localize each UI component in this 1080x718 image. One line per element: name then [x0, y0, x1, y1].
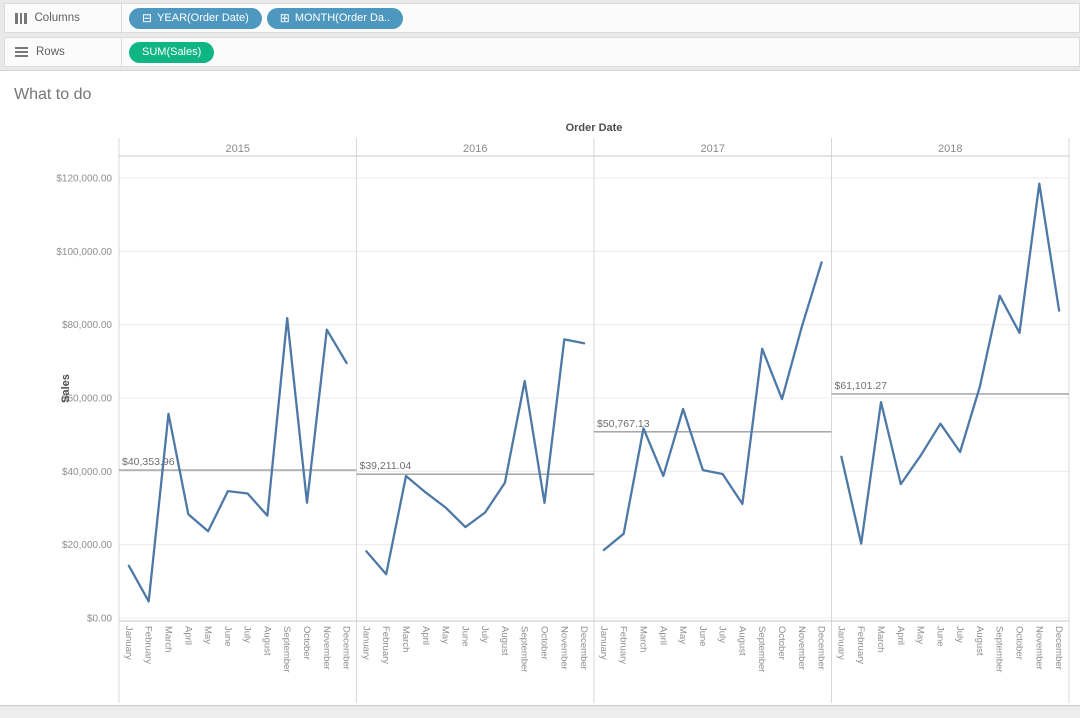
- month-label-may[interactable]: May: [915, 626, 926, 644]
- worksheet: [0, 70, 1080, 706]
- pill-label: MONTH(Order Da..: [294, 12, 391, 24]
- month-label-june[interactable]: June: [222, 626, 233, 647]
- month-label-october[interactable]: October: [776, 626, 787, 660]
- month-label-december[interactable]: December: [578, 626, 589, 670]
- month-label-april[interactable]: April: [895, 626, 906, 645]
- year-header-2015[interactable]: 2015: [226, 143, 250, 155]
- month-label-march[interactable]: March: [400, 626, 411, 652]
- month-label-july[interactable]: July: [954, 626, 965, 643]
- month-label-december[interactable]: December: [1053, 626, 1064, 670]
- sales-line-2018[interactable]: [840, 182, 1061, 545]
- sales-line-2015[interactable]: [127, 316, 348, 603]
- month-label-may[interactable]: May: [677, 626, 688, 644]
- month-label-july[interactable]: July: [717, 626, 728, 643]
- month-label-february[interactable]: February: [855, 626, 866, 664]
- pill-label: SUM(Sales): [142, 46, 202, 58]
- month-label-march[interactable]: March: [162, 626, 173, 652]
- month-label-june[interactable]: June: [934, 626, 945, 647]
- columns-shelf-label-cell: Columns: [5, 4, 122, 32]
- pill-month-order-date[interactable]: ⊞ MONTH(Order Da..: [266, 7, 404, 29]
- month-label-march[interactable]: March: [875, 626, 886, 652]
- avg-reference-label-2017: $50,767.13: [597, 418, 650, 430]
- month-label-september[interactable]: September: [756, 626, 767, 672]
- month-label-april[interactable]: April: [420, 626, 431, 645]
- status-bar-strip: [0, 707, 1080, 718]
- month-label-july[interactable]: July: [479, 626, 490, 643]
- month-label-february[interactable]: February: [143, 626, 154, 664]
- month-label-may[interactable]: May: [440, 626, 451, 644]
- month-label-august[interactable]: August: [974, 626, 985, 656]
- y-tick-label: $60,000.00: [62, 393, 112, 404]
- month-label-june[interactable]: June: [459, 626, 470, 647]
- column-field-header: Order Date: [566, 122, 623, 134]
- month-label-june[interactable]: June: [697, 626, 708, 647]
- month-label-november[interactable]: November: [796, 626, 807, 670]
- y-tick-label: $0.00: [87, 614, 112, 625]
- columns-shelf-label: Columns: [34, 12, 80, 24]
- month-label-september[interactable]: September: [281, 626, 292, 672]
- month-label-november[interactable]: November: [558, 626, 569, 670]
- rows-icon: [15, 47, 28, 57]
- month-label-august[interactable]: August: [499, 626, 510, 656]
- month-label-december[interactable]: December: [816, 626, 827, 670]
- sheet-title: What to do: [14, 86, 92, 103]
- month-label-october[interactable]: October: [301, 626, 312, 660]
- collapse-icon[interactable]: ⊟: [142, 11, 153, 25]
- rows-pill-tray: SUM(Sales): [122, 41, 215, 63]
- month-label-september[interactable]: September: [994, 626, 1005, 672]
- y-axis-title: Sales: [60, 374, 72, 403]
- month-label-october[interactable]: October: [539, 626, 550, 660]
- month-label-march[interactable]: March: [637, 626, 648, 652]
- year-header-2017[interactable]: 2017: [701, 143, 725, 155]
- month-label-april[interactable]: April: [657, 626, 668, 645]
- year-header-2016[interactable]: 2016: [463, 143, 487, 155]
- columns-shelf[interactable]: Columns ⊟ YEAR(Order Date) ⊞ MONTH(Order…: [4, 3, 1080, 33]
- columns-icon: [15, 12, 27, 24]
- year-header-2018[interactable]: 2018: [938, 143, 962, 155]
- expand-icon[interactable]: ⊞: [279, 11, 290, 25]
- avg-reference-label-2016: $39,211.04: [360, 460, 412, 472]
- month-label-january[interactable]: January: [360, 626, 371, 660]
- rows-shelf[interactable]: Rows SUM(Sales): [4, 37, 1080, 67]
- month-label-april[interactable]: April: [182, 626, 193, 645]
- pill-label: YEAR(Order Date): [157, 12, 249, 24]
- y-tick-label: $80,000.00: [62, 320, 112, 331]
- month-label-february[interactable]: February: [380, 626, 391, 664]
- month-label-january[interactable]: January: [123, 626, 134, 660]
- avg-reference-label-2018: $61,101.27: [835, 380, 888, 392]
- y-tick-label: $40,000.00: [62, 467, 112, 478]
- sales-line-2017[interactable]: [602, 261, 823, 552]
- month-label-august[interactable]: August: [261, 626, 272, 656]
- month-label-january[interactable]: January: [835, 626, 846, 660]
- month-label-may[interactable]: May: [202, 626, 213, 644]
- month-label-october[interactable]: October: [1014, 626, 1025, 660]
- month-label-january[interactable]: January: [598, 626, 609, 660]
- y-tick-label: $120,000.00: [56, 173, 112, 184]
- columns-pill-tray: ⊟ YEAR(Order Date) ⊞ MONTH(Order Da..: [122, 7, 404, 29]
- month-label-december[interactable]: December: [341, 626, 352, 670]
- y-tick-label: $100,000.00: [56, 247, 112, 258]
- month-label-november[interactable]: November: [1033, 626, 1044, 670]
- month-label-august[interactable]: August: [736, 626, 747, 656]
- month-label-september[interactable]: September: [519, 626, 530, 672]
- avg-reference-label-2015: $40,353.96: [122, 456, 175, 468]
- rows-shelf-label-cell: Rows: [5, 38, 122, 66]
- rows-shelf-label: Rows: [36, 46, 65, 58]
- sales-line-2016[interactable]: [365, 338, 586, 576]
- sales-line-chart[interactable]: Order Date 2015 2016 2017 2018 $0.00 $20,000.0…: [0, 112, 1080, 706]
- month-label-july[interactable]: July: [242, 626, 253, 643]
- y-tick-label: $20,000.00: [62, 540, 112, 551]
- pill-year-order-date[interactable]: ⊟ YEAR(Order Date): [129, 7, 262, 29]
- month-label-november[interactable]: November: [321, 626, 332, 670]
- pill-sum-sales[interactable]: SUM(Sales): [129, 41, 215, 63]
- month-label-february[interactable]: February: [618, 626, 629, 664]
